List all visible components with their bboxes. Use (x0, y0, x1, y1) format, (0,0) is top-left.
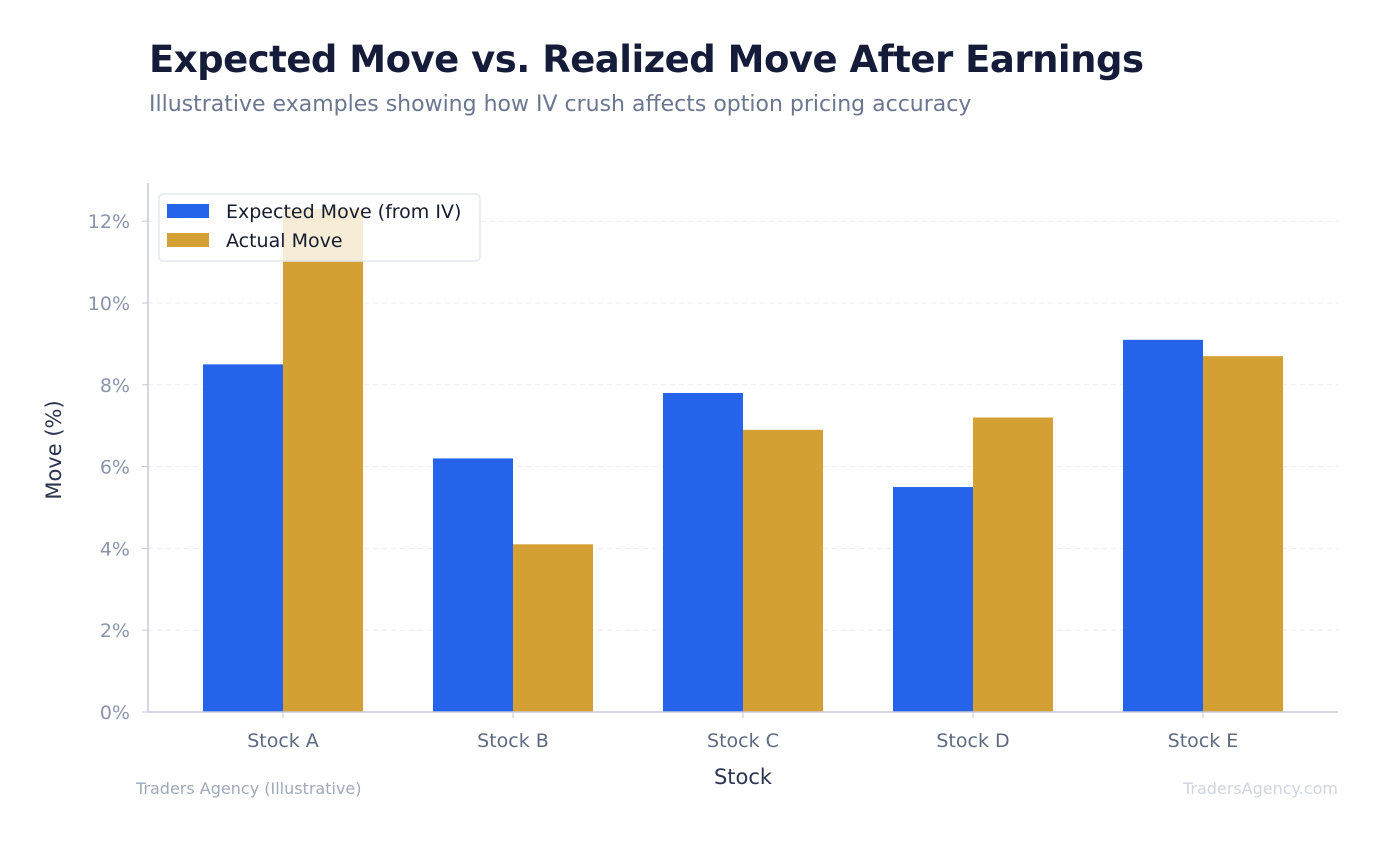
bar-expected-stock-d (893, 487, 973, 712)
legend-label: Expected Move (from IV) (226, 201, 461, 223)
x-tick-label: Stock C (707, 730, 779, 752)
x-tick-label: Stock E (1168, 730, 1239, 752)
x-axis-label: Stock (714, 765, 773, 789)
bar-expected-stock-c (663, 392, 743, 712)
bar-actual-stock-e (1203, 356, 1283, 712)
y-axis-label: Move (%) (42, 400, 66, 499)
bar-expected-stock-e (1123, 339, 1203, 712)
source-note: Traders Agency (Illustrative) (136, 779, 362, 798)
y-tick-label: 2% (100, 620, 130, 642)
legend-label: Actual Move (226, 230, 343, 252)
y-tick-label: 8% (100, 375, 130, 397)
legend (158, 193, 481, 262)
bar-actual-stock-a (283, 208, 363, 712)
y-tick-label: 6% (100, 457, 130, 479)
x-tick-label: Stock A (247, 730, 319, 752)
bar-actual-stock-d (973, 417, 1053, 712)
bar-expected-stock-b (433, 458, 513, 712)
chart-subtitle: Illustrative examples showing how IV cru… (149, 92, 972, 117)
bar-actual-stock-c (743, 429, 823, 712)
legend-swatch (167, 233, 209, 247)
watermark: TradersAgency.com (1182, 779, 1338, 798)
chart-title: Expected Move vs. Realized Move After Ea… (149, 38, 1144, 81)
y-tick-label: 0% (100, 702, 130, 724)
bar-actual-stock-b (513, 544, 593, 712)
x-tick-label: Stock B (477, 730, 549, 752)
legend-swatch (167, 204, 209, 218)
x-tick-label: Stock D (936, 730, 1009, 752)
y-tick-label: 4% (100, 538, 130, 560)
bar-expected-stock-a (203, 364, 283, 712)
y-tick-label: 10% (88, 293, 130, 315)
y-tick-label: 12% (88, 211, 130, 233)
